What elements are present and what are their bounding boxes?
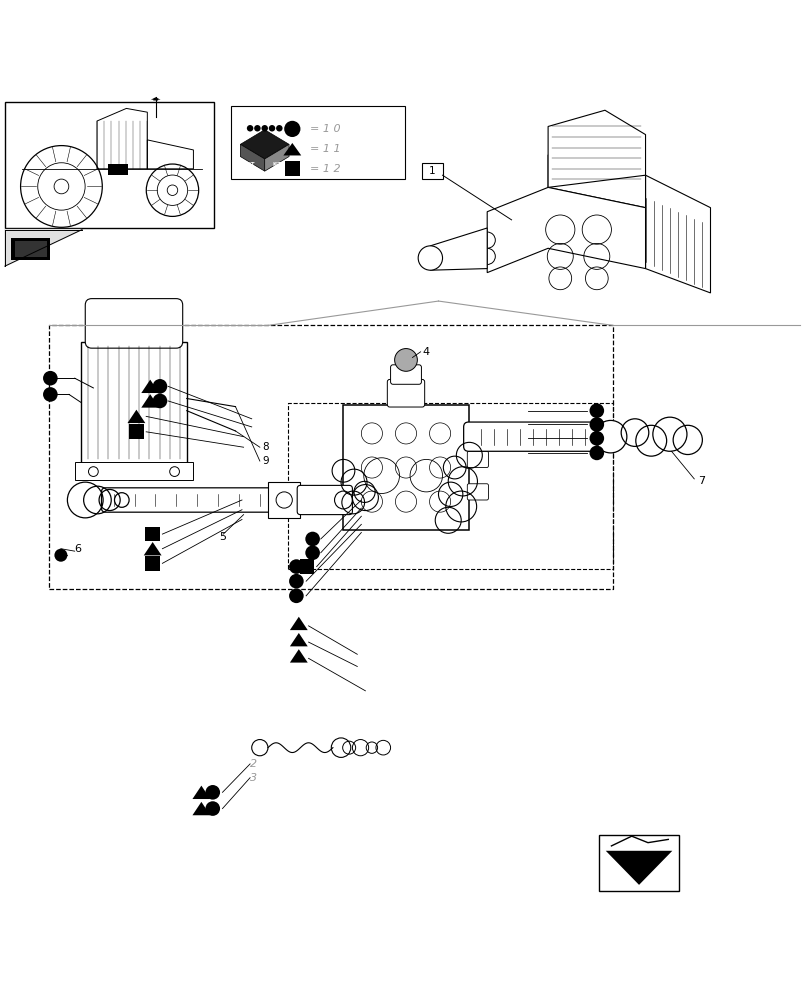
Circle shape	[589, 446, 603, 460]
FancyBboxPatch shape	[15, 241, 47, 257]
FancyBboxPatch shape	[466, 451, 488, 468]
FancyBboxPatch shape	[85, 299, 182, 348]
Circle shape	[594, 420, 626, 453]
FancyBboxPatch shape	[230, 106, 405, 179]
FancyBboxPatch shape	[107, 164, 128, 175]
Text: = 1 2: = 1 2	[310, 164, 341, 174]
Circle shape	[589, 431, 603, 446]
FancyBboxPatch shape	[285, 161, 299, 176]
FancyBboxPatch shape	[5, 102, 214, 228]
FancyBboxPatch shape	[387, 379, 424, 407]
Circle shape	[261, 125, 268, 132]
Circle shape	[205, 801, 220, 816]
Circle shape	[289, 589, 303, 603]
Polygon shape	[487, 187, 645, 273]
Text: 2: 2	[250, 759, 257, 769]
Text: 5: 5	[219, 532, 226, 542]
Polygon shape	[547, 155, 645, 208]
Circle shape	[418, 246, 442, 270]
Polygon shape	[192, 786, 210, 799]
Circle shape	[394, 349, 417, 371]
FancyBboxPatch shape	[463, 422, 615, 451]
Text: 8: 8	[262, 442, 268, 452]
FancyBboxPatch shape	[466, 423, 488, 439]
Text: 7: 7	[697, 476, 705, 486]
Polygon shape	[240, 130, 289, 159]
Text: 6: 6	[75, 544, 82, 554]
Polygon shape	[290, 617, 307, 630]
Circle shape	[305, 532, 320, 546]
Circle shape	[276, 125, 282, 132]
Polygon shape	[264, 144, 289, 171]
Polygon shape	[240, 144, 264, 171]
Circle shape	[205, 785, 220, 800]
Polygon shape	[645, 175, 710, 293]
Polygon shape	[283, 143, 301, 155]
Circle shape	[305, 545, 320, 560]
Text: 9: 9	[262, 456, 268, 466]
FancyBboxPatch shape	[11, 238, 50, 260]
Text: = 1 0: = 1 0	[310, 124, 341, 134]
FancyBboxPatch shape	[342, 405, 469, 530]
FancyArrow shape	[151, 97, 161, 100]
FancyBboxPatch shape	[390, 365, 421, 384]
Circle shape	[152, 379, 167, 394]
Polygon shape	[5, 230, 82, 266]
Text: = 1 1: = 1 1	[310, 144, 341, 154]
Circle shape	[254, 125, 260, 132]
FancyBboxPatch shape	[81, 342, 187, 463]
Polygon shape	[430, 228, 487, 270]
Text: KIT: KIT	[245, 162, 255, 167]
FancyBboxPatch shape	[466, 484, 488, 500]
FancyBboxPatch shape	[599, 835, 678, 891]
Circle shape	[43, 371, 58, 386]
FancyBboxPatch shape	[101, 488, 276, 512]
Polygon shape	[290, 633, 307, 646]
FancyBboxPatch shape	[75, 462, 193, 480]
Circle shape	[289, 559, 303, 574]
FancyBboxPatch shape	[422, 163, 442, 179]
Circle shape	[589, 417, 603, 432]
Polygon shape	[547, 110, 645, 187]
Text: 4: 4	[422, 347, 429, 357]
FancyBboxPatch shape	[129, 424, 144, 439]
Polygon shape	[290, 649, 307, 663]
Circle shape	[268, 125, 275, 132]
FancyBboxPatch shape	[299, 559, 314, 574]
Polygon shape	[141, 380, 159, 393]
Circle shape	[247, 125, 253, 132]
Circle shape	[54, 549, 67, 562]
Circle shape	[43, 387, 58, 402]
Polygon shape	[144, 542, 161, 555]
Polygon shape	[127, 410, 145, 423]
FancyBboxPatch shape	[145, 556, 160, 571]
FancyBboxPatch shape	[297, 485, 352, 515]
Text: 1: 1	[428, 166, 436, 176]
Polygon shape	[141, 394, 159, 408]
Polygon shape	[192, 802, 210, 815]
Circle shape	[284, 121, 300, 137]
Circle shape	[589, 403, 603, 418]
FancyBboxPatch shape	[268, 482, 300, 518]
Text: 3: 3	[250, 773, 257, 783]
Circle shape	[152, 394, 167, 408]
Circle shape	[289, 574, 303, 589]
Polygon shape	[605, 851, 672, 885]
FancyBboxPatch shape	[145, 527, 160, 541]
Text: KIT: KIT	[272, 162, 281, 167]
